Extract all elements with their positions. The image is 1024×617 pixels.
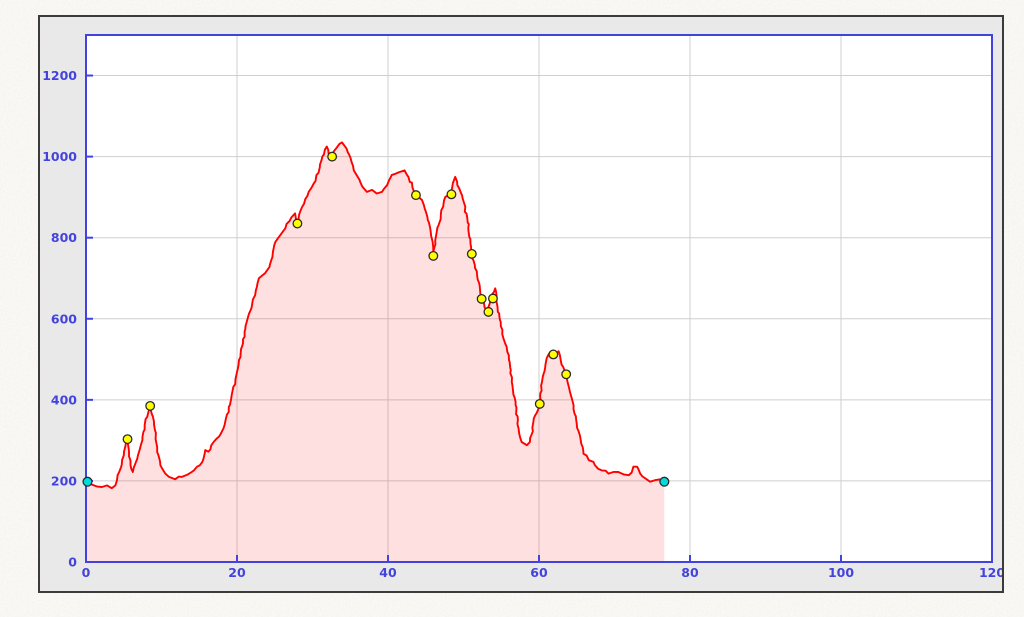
y-axis-label: 1000 (42, 149, 77, 164)
waypoint-marker[interactable] (410, 190, 421, 201)
y-axis-label: 600 (51, 311, 77, 326)
x-axis-label: 100 (828, 565, 854, 580)
waypoint-marker[interactable] (476, 293, 487, 304)
x-axis-label: 60 (530, 565, 548, 580)
waypoint-marker[interactable] (446, 189, 457, 200)
waypoint-marker[interactable] (428, 250, 439, 261)
waypoint-marker[interactable] (145, 400, 156, 411)
end-marker[interactable] (659, 476, 670, 487)
x-axis-label: 20 (228, 565, 246, 580)
waypoint-marker[interactable] (534, 398, 545, 409)
y-axis-label: 1200 (42, 68, 77, 83)
start-marker[interactable] (82, 476, 93, 487)
waypoint-marker[interactable] (561, 369, 572, 380)
x-axis-label: 120 (979, 565, 1002, 580)
waypoint-marker[interactable] (466, 248, 477, 259)
waypoint-marker[interactable] (487, 293, 498, 304)
y-axis-label: 200 (51, 473, 77, 488)
y-axis-label: 0 (68, 555, 77, 570)
waypoint-marker[interactable] (292, 218, 303, 229)
x-axis-label: 0 (82, 565, 91, 580)
waypoint-marker[interactable] (327, 151, 338, 162)
x-axis-label: 80 (681, 565, 699, 580)
waypoint-marker[interactable] (548, 349, 559, 360)
waypoint-marker[interactable] (122, 434, 133, 445)
x-axis-label: 40 (379, 565, 397, 580)
profile-fill-area (86, 142, 665, 562)
elevation-profile-chart[interactable]: 0 200 400 600 800 1000 1200 0 20 40 60 80 100 120 (40, 17, 1002, 591)
y-axis-label: 800 (51, 230, 77, 245)
elevation-chart-panel: 0 200 400 600 800 1000 1200 0 20 40 60 80 100 120 (38, 15, 1004, 593)
waypoint-marker[interactable] (483, 306, 494, 317)
y-axis-label: 400 (51, 392, 77, 407)
profile-line (85, 141, 665, 490)
